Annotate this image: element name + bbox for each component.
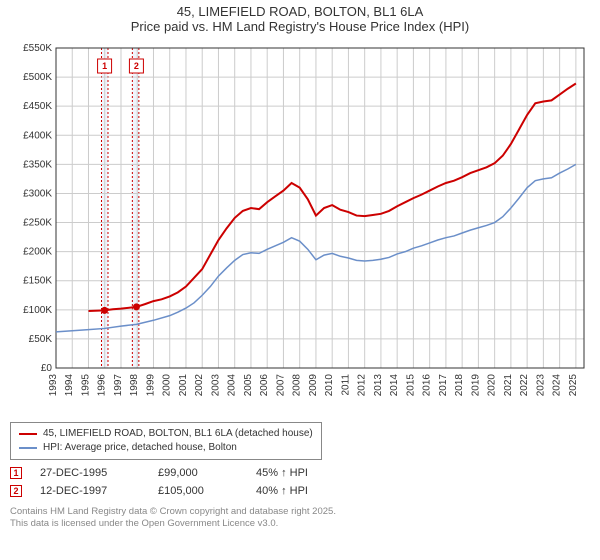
chart-area: £0 £50K £100K £150K £200K £250K £300K £350K £400… xyxy=(10,38,590,418)
sale-marker-icon: 1 xyxy=(10,467,22,479)
sale-marker-icon: 2 xyxy=(10,485,22,497)
svg-text:£100K: £100K xyxy=(23,305,52,316)
sale-price: £105,000 xyxy=(158,482,238,500)
svg-text:1993: 1993 xyxy=(48,374,59,397)
svg-text:£50K: £50K xyxy=(29,334,53,345)
legend-label: HPI: Average price, detached house, Bolt… xyxy=(43,441,237,455)
sale-diff: 45% ↑ HPI xyxy=(256,464,356,482)
svg-text:2017: 2017 xyxy=(438,374,449,397)
title-line2: Price paid vs. HM Land Registry's House … xyxy=(10,19,590,34)
sale-row: 1 27-DEC-1995 £99,000 45% ↑ HPI xyxy=(10,464,590,482)
svg-text:1999: 1999 xyxy=(145,374,156,397)
svg-text:2012: 2012 xyxy=(357,374,368,397)
chart-container: 45, LIMEFIELD ROAD, BOLTON, BL1 6LA Pric… xyxy=(0,0,600,560)
svg-text:£500K: £500K xyxy=(23,72,52,83)
footnote-line2: This data is licensed under the Open Gov… xyxy=(10,518,590,530)
svg-text:2025: 2025 xyxy=(568,374,579,397)
sale-date: 12-DEC-1997 xyxy=(40,482,140,500)
legend-row-price_paid: 45, LIMEFIELD ROAD, BOLTON, BL1 6LA (det… xyxy=(19,427,313,441)
svg-text:1: 1 xyxy=(102,61,107,71)
svg-text:2009: 2009 xyxy=(308,374,319,397)
svg-text:2019: 2019 xyxy=(470,374,481,397)
svg-text:2021: 2021 xyxy=(503,374,514,397)
svg-text:2003: 2003 xyxy=(210,374,221,397)
svg-text:2015: 2015 xyxy=(405,374,416,397)
chart-svg: £0 £50K £100K £150K £200K £250K £300K £350K £400… xyxy=(10,38,590,418)
svg-text:2014: 2014 xyxy=(389,374,400,397)
svg-text:2002: 2002 xyxy=(194,374,205,397)
svg-text:1998: 1998 xyxy=(129,374,140,397)
svg-text:2005: 2005 xyxy=(243,374,254,397)
svg-text:2011: 2011 xyxy=(340,374,351,396)
svg-text:£450K: £450K xyxy=(23,101,52,112)
svg-text:2001: 2001 xyxy=(178,374,189,397)
svg-text:2013: 2013 xyxy=(373,374,384,397)
svg-text:£0: £0 xyxy=(41,363,53,374)
legend-box: 45, LIMEFIELD ROAD, BOLTON, BL1 6LA (det… xyxy=(10,422,322,460)
sale-date: 27-DEC-1995 xyxy=(40,464,140,482)
svg-text:2016: 2016 xyxy=(422,374,433,397)
svg-text:£550K: £550K xyxy=(23,43,52,54)
title-block: 45, LIMEFIELD ROAD, BOLTON, BL1 6LA Pric… xyxy=(10,4,590,34)
svg-text:1995: 1995 xyxy=(80,374,91,397)
title-line1: 45, LIMEFIELD ROAD, BOLTON, BL1 6LA xyxy=(10,4,590,19)
svg-text:2023: 2023 xyxy=(535,374,546,397)
svg-text:2007: 2007 xyxy=(275,374,286,397)
sale-row: 2 12-DEC-1997 £105,000 40% ↑ HPI xyxy=(10,482,590,500)
sales-block: 1 27-DEC-1995 £99,000 45% ↑ HPI 2 12-DEC-1997… xyxy=(10,464,590,500)
footnote: Contains HM Land Registry data © Crown c… xyxy=(10,506,590,530)
sale-dot xyxy=(133,303,140,310)
legend-swatch xyxy=(19,447,37,449)
svg-text:1994: 1994 xyxy=(64,374,75,397)
svg-text:£250K: £250K xyxy=(23,218,52,229)
legend-label: 45, LIMEFIELD ROAD, BOLTON, BL1 6LA (det… xyxy=(43,427,313,441)
sale-diff: 40% ↑ HPI xyxy=(256,482,356,500)
svg-text:2018: 2018 xyxy=(454,374,465,397)
svg-text:2000: 2000 xyxy=(162,374,173,397)
svg-text:2008: 2008 xyxy=(292,374,303,397)
svg-text:2020: 2020 xyxy=(487,374,498,397)
svg-text:1997: 1997 xyxy=(113,374,124,397)
svg-text:2024: 2024 xyxy=(552,374,563,397)
svg-text:2: 2 xyxy=(134,61,139,71)
svg-text:£300K: £300K xyxy=(23,188,52,199)
svg-text:2004: 2004 xyxy=(227,374,238,397)
svg-text:2006: 2006 xyxy=(259,374,270,397)
legend-swatch xyxy=(19,433,37,435)
svg-text:£350K: £350K xyxy=(23,159,52,170)
svg-text:£200K: £200K xyxy=(23,247,52,258)
svg-text:£150K: £150K xyxy=(23,276,52,287)
svg-text:£400K: £400K xyxy=(23,130,52,141)
legend-row-hpi: HPI: Average price, detached house, Bolt… xyxy=(19,441,313,455)
footnote-line1: Contains HM Land Registry data © Crown c… xyxy=(10,506,590,518)
sale-dot xyxy=(101,307,108,314)
svg-text:2010: 2010 xyxy=(324,374,335,397)
svg-text:1996: 1996 xyxy=(97,374,108,397)
sale-price: £99,000 xyxy=(158,464,238,482)
svg-text:2022: 2022 xyxy=(519,374,530,397)
